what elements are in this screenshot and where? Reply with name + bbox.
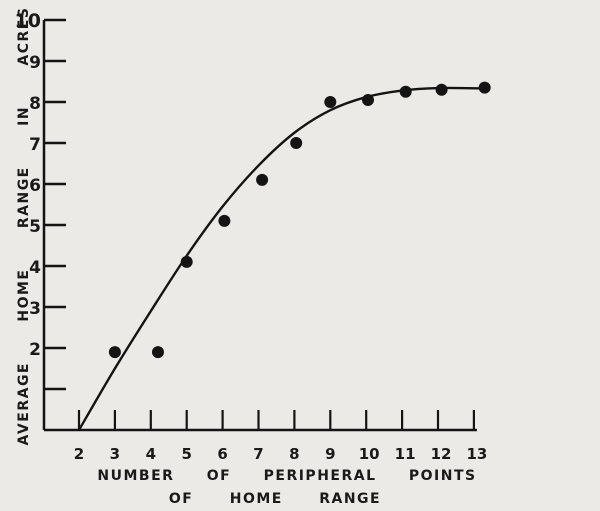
x-tick-label: 8 (289, 445, 299, 463)
y-tick-label: 5 (29, 217, 41, 237)
y-tick-label: 8 (29, 94, 41, 114)
data-point (324, 96, 337, 108)
data-point (180, 255, 193, 268)
x-tick-label: 6 (217, 445, 227, 463)
x-tick-label: 9 (325, 445, 335, 463)
data-point (256, 173, 269, 186)
x-tick-label: 10 (359, 445, 380, 463)
x-tick-label: 11 (395, 445, 416, 463)
data-point (218, 214, 231, 227)
y-tick-label: 10 (15, 10, 41, 32)
x-axis-label-line2: OF HOME RANGE (169, 491, 381, 507)
x-tick-label: 13 (466, 445, 487, 463)
data-point (290, 137, 303, 149)
data-point (399, 85, 412, 98)
data-points (108, 81, 491, 359)
data-point (108, 346, 121, 359)
y-tick-label: 4 (29, 258, 41, 278)
x-tick-label: 5 (181, 445, 191, 463)
data-point (151, 346, 164, 359)
data-point (478, 81, 491, 94)
y-tick-label: 9 (29, 53, 41, 73)
fitted-curve (77, 86, 485, 431)
x-tick-label: 3 (110, 445, 120, 463)
y-axis-label: AVERAGE HOME RANGE IN ACRES (16, 7, 32, 446)
data-point (361, 93, 374, 106)
x-tick-label: 2 (74, 445, 84, 463)
y-tick-label: 7 (29, 135, 41, 155)
y-tick-label: 6 (29, 176, 41, 196)
y-tick-label: 2 (29, 340, 41, 360)
data-point (435, 83, 448, 96)
x-tick-label: 7 (253, 445, 263, 463)
x-tick-label: 12 (431, 445, 452, 463)
y-tick-label: 3 (29, 299, 41, 319)
axes: 2 3 4 5 6 7 8 9 10 2 3 4 5 6 7 8 9 10 11 12 13 (15, 10, 488, 463)
x-tick-label: 4 (146, 445, 156, 463)
x-axis-label-line1: NUMBER OF PERIPHERAL POINTS (97, 468, 476, 484)
